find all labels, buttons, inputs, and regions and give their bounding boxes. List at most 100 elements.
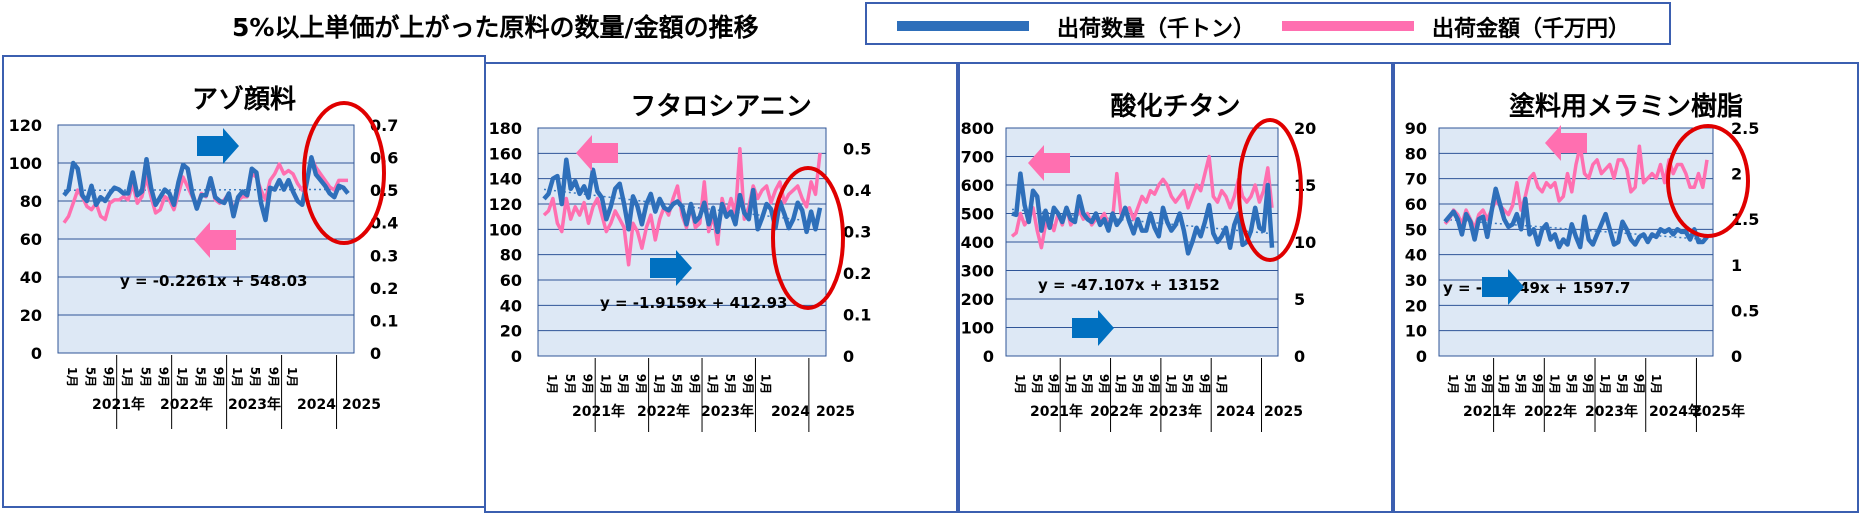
chart-panel-titanium-oxide: 酸化チタン 0 100 200 300 400 500 600 700 800 0 5 10 15 20 1… <box>958 62 1393 513</box>
year-label: 2025 <box>816 404 855 420</box>
y-tick-label-right: 0.3 <box>370 246 398 265</box>
y-tick-label-right: 5 <box>1294 290 1305 309</box>
arrow-right-icon <box>1482 269 1524 305</box>
y-tick-label-left: 0 <box>983 347 994 366</box>
y-tick-label-left: 160 <box>489 144 522 163</box>
x-tick-label: 1月 <box>545 374 559 394</box>
y-tick-label-left: 500 <box>961 205 994 224</box>
series-line-quantity <box>1443 186 1709 250</box>
x-tick-label: 5月 <box>563 374 577 394</box>
year-label: 2022年 <box>1524 403 1577 420</box>
y-tick-label-left: 90 <box>1405 119 1427 138</box>
year-label: 2021年 <box>1030 403 1083 420</box>
arrow-left-icon <box>1545 125 1587 161</box>
y-tick-label-right: 0.5 <box>843 140 871 159</box>
series-line-quantity <box>62 155 350 223</box>
chart-title: 酸化チタン <box>1110 92 1241 122</box>
x-tick-label: 5月 <box>248 367 262 387</box>
arrow-right-icon <box>197 128 239 164</box>
x-tick-label: 9月 <box>687 374 701 394</box>
x-tick-label: 5月 <box>83 367 97 387</box>
year-label: 2023年 <box>701 403 754 420</box>
y-tick-label-right: 0.1 <box>843 306 871 325</box>
page-title: 5%以上単価が上がった原料の数量/金額の推移 <box>232 13 759 42</box>
x-tick-label: 5月 <box>1615 374 1629 394</box>
series-line-quantity <box>1011 171 1275 256</box>
y-tick-label-right: 20 <box>1294 119 1316 138</box>
year-label: 2025 <box>342 397 381 413</box>
y-tick-label-left: 70 <box>1405 170 1427 189</box>
year-label: 2022年 <box>1090 403 1143 420</box>
y-tick-label-left: 140 <box>489 170 522 189</box>
legend: 出荷数量（千トン） 出荷金額（千万円） <box>865 2 1671 45</box>
year-label: 2023年 <box>228 396 281 413</box>
x-tick-label: 9月 <box>157 367 171 387</box>
trendline-equation: y = -5.0149x + 1597.7 <box>1443 279 1630 297</box>
chart-title: アゾ顔料 <box>191 85 296 115</box>
y-tick-label-left: 40 <box>1405 246 1427 265</box>
y-tick-label-right: 0.2 <box>370 279 398 298</box>
y-tick-label-left: 800 <box>961 119 994 138</box>
y-tick-label-left: 20 <box>20 306 42 325</box>
year-label: 2024 <box>1216 404 1255 420</box>
y-tick-label-right: 10 <box>1294 233 1316 252</box>
year-label: 2023年 <box>1149 403 1202 420</box>
x-tick-label: 9月 <box>212 367 226 387</box>
series-line-amount <box>1010 154 1274 250</box>
y-tick-label-right: 0 <box>843 347 854 366</box>
x-tick-label: 5月 <box>1030 374 1044 394</box>
x-tick-label: 5月 <box>1130 374 1144 394</box>
y-tick-label-left: 180 <box>489 119 522 138</box>
x-tick-label: 1月 <box>1214 374 1228 394</box>
y-tick-label-left: 100 <box>961 319 994 338</box>
y-tick-label-left: 120 <box>489 195 522 214</box>
y-tick-label-left: 20 <box>1405 296 1427 315</box>
x-tick-label: 1月 <box>759 374 773 394</box>
x-tick-label: 1月 <box>705 374 719 394</box>
x-tick-label: 1月 <box>652 374 666 394</box>
x-tick-label: 5月 <box>1181 374 1195 394</box>
chart-phthalocyanine: 0 20 40 60 80 100 120 140 160 180 0 0.1 0.2 0.3 0.4 0.5… <box>489 119 871 432</box>
y-tick-label-right: 0.2 <box>843 264 871 283</box>
y-tick-label-left: 700 <box>961 148 994 167</box>
y-tick-label-left: 0 <box>511 347 522 366</box>
y-tick-label-left: 60 <box>500 271 522 290</box>
x-tick-label: 1月 <box>1598 374 1612 394</box>
y-tick-label-left: 0 <box>1416 347 1427 366</box>
x-tick-label: 1月 <box>598 374 612 394</box>
y-tick-label-right: 0.4 <box>843 181 871 200</box>
x-tick-label: 5月 <box>1080 374 1094 394</box>
chart-panel-phthalocyanine: フタロシアニン 0 20 40 60 80 100 120 140 160 180 0 0.1 0.2 0… <box>484 62 958 513</box>
chart-panel-melamine-resin: 塗料用メラミン樹脂 0 10 20 30 40 50 60 70 80 90 0 0.5 1 1.5 2 2.… <box>1393 62 1859 513</box>
x-tick-label: 1月 <box>1649 374 1663 394</box>
x-tick-label: 9月 <box>1047 374 1061 394</box>
y-tick-label-left: 0 <box>31 344 42 363</box>
plot-area <box>537 127 827 357</box>
legend-swatch-quantity <box>897 21 1029 31</box>
x-tick-label: 1月 <box>1063 374 1077 394</box>
x-tick-label: 1月 <box>175 367 189 387</box>
x-tick-label: 5月 <box>723 374 737 394</box>
year-label: 2021年 <box>1463 403 1516 420</box>
x-tick-label: 9月 <box>1581 374 1595 394</box>
arrow-right-icon <box>1072 310 1114 346</box>
y-tick-label-left: 80 <box>500 246 522 265</box>
x-tick-label: 1月 <box>1114 374 1128 394</box>
highlight-ellipse <box>771 166 845 310</box>
trendline-equation: y = -47.107x + 13152 <box>1038 276 1220 294</box>
arrow-left-icon <box>194 222 236 258</box>
x-tick-label: 5月 <box>193 367 207 387</box>
y-tick-label-right: 0 <box>1294 347 1305 366</box>
y-tick-label-left: 30 <box>1405 271 1427 290</box>
y-tick-label-left: 300 <box>961 262 994 281</box>
y-tick-label-left: 50 <box>1405 220 1427 239</box>
x-tick-label: 9月 <box>1531 374 1545 394</box>
chart-title: フタロシアニン <box>630 92 812 122</box>
y-tick-label-right: 0.3 <box>843 223 871 242</box>
year-label: 2024 <box>297 397 336 413</box>
arrow-right-icon <box>650 250 692 286</box>
highlight-ellipse <box>1237 118 1303 262</box>
y-tick-label-right: 2.5 <box>1731 119 1759 138</box>
